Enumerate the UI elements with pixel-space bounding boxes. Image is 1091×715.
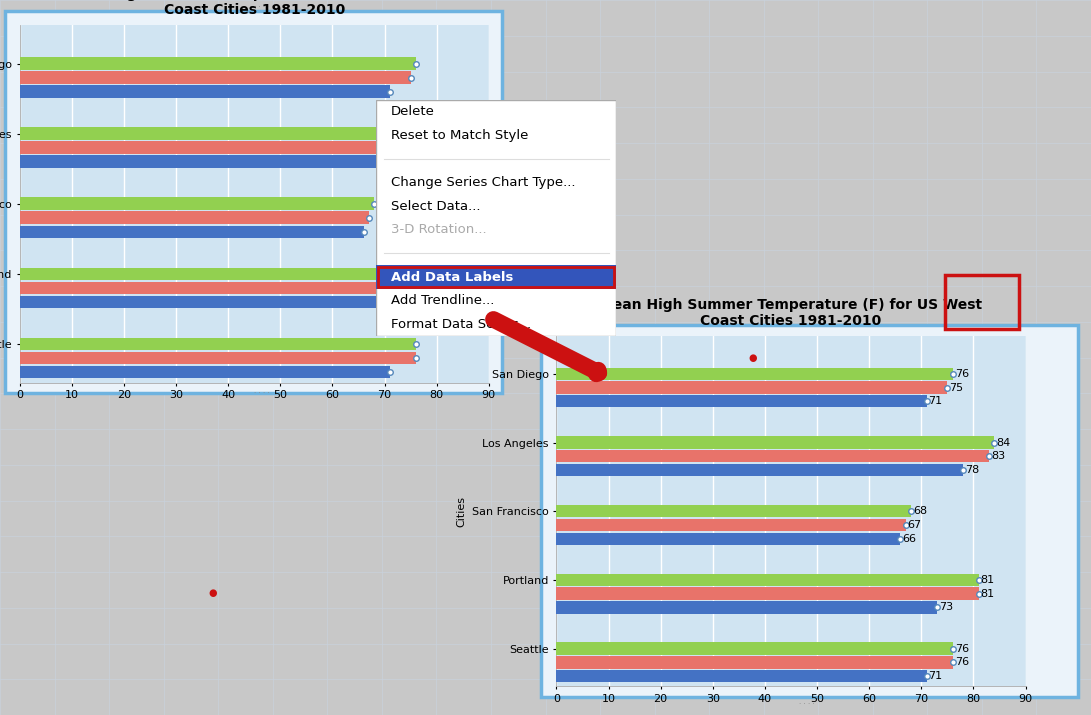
Bar <box>20 267 442 280</box>
Bar <box>20 365 389 378</box>
Bar <box>556 573 979 586</box>
Text: · · · ·: · · · · <box>254 390 269 395</box>
Text: Add Trendline...: Add Trendline... <box>391 294 494 307</box>
Bar <box>556 464 963 476</box>
Text: · · · ·: · · · · <box>800 701 815 706</box>
Text: ●: ● <box>748 352 757 363</box>
Bar <box>556 643 952 655</box>
Bar <box>20 212 369 224</box>
Bar <box>20 197 374 210</box>
Bar <box>20 337 416 350</box>
Bar <box>556 588 979 600</box>
Text: Change Series Chart Type...: Change Series Chart Type... <box>391 176 575 189</box>
Title: Mean High Summer Temperature (F) for US West
Coast Cities 1981-2010: Mean High Summer Temperature (F) for US … <box>62 0 446 17</box>
Text: ●: ● <box>208 588 217 598</box>
Text: 76: 76 <box>955 644 969 654</box>
Bar <box>556 368 952 380</box>
Bar <box>556 533 900 545</box>
Text: 81: 81 <box>981 588 995 598</box>
Text: 71: 71 <box>928 671 943 681</box>
Text: 73: 73 <box>939 603 954 613</box>
Bar <box>20 127 457 140</box>
Title: Mean High Summer Temperature (F) for US West
Coast Cities 1981-2010: Mean High Summer Temperature (F) for US … <box>599 297 983 328</box>
Text: Delete: Delete <box>391 105 434 119</box>
Text: 76: 76 <box>955 657 969 667</box>
Bar <box>556 670 926 682</box>
Bar <box>20 155 427 168</box>
Bar <box>556 395 926 408</box>
Text: 83: 83 <box>991 451 1005 461</box>
Text: · · · ·: · · · · <box>254 4 269 9</box>
Text: · · · ·: · · · · <box>800 306 815 312</box>
Bar <box>20 225 363 238</box>
Text: 68: 68 <box>913 506 927 516</box>
Bar <box>556 436 994 449</box>
Bar <box>20 282 442 294</box>
Text: 66: 66 <box>902 533 916 543</box>
Text: Format Data Series...: Format Data Series... <box>391 317 531 331</box>
Bar <box>20 72 410 84</box>
Text: 3-D Rotation...: 3-D Rotation... <box>391 223 487 237</box>
Text: 84: 84 <box>996 438 1010 448</box>
Bar <box>556 505 911 518</box>
Bar <box>556 656 952 669</box>
Bar <box>556 519 906 531</box>
Text: 76: 76 <box>955 369 969 379</box>
Bar <box>20 85 389 98</box>
Text: 75: 75 <box>949 383 963 393</box>
Text: 67: 67 <box>908 520 922 530</box>
Bar <box>20 142 453 154</box>
Bar <box>379 267 614 287</box>
Text: Reset to Match Style: Reset to Match Style <box>391 129 528 142</box>
Text: 71: 71 <box>928 396 943 406</box>
Bar <box>556 601 937 613</box>
Bar <box>556 381 947 394</box>
Bar <box>20 57 416 70</box>
Bar <box>20 352 416 365</box>
Bar <box>556 450 990 463</box>
Y-axis label: Cities: Cities <box>456 495 467 527</box>
Bar <box>376 265 616 289</box>
Bar <box>20 295 400 308</box>
Text: 81: 81 <box>981 575 995 585</box>
Text: Select Data...: Select Data... <box>391 199 480 213</box>
Text: Add Data Labels: Add Data Labels <box>391 270 513 284</box>
Text: 78: 78 <box>966 465 980 475</box>
